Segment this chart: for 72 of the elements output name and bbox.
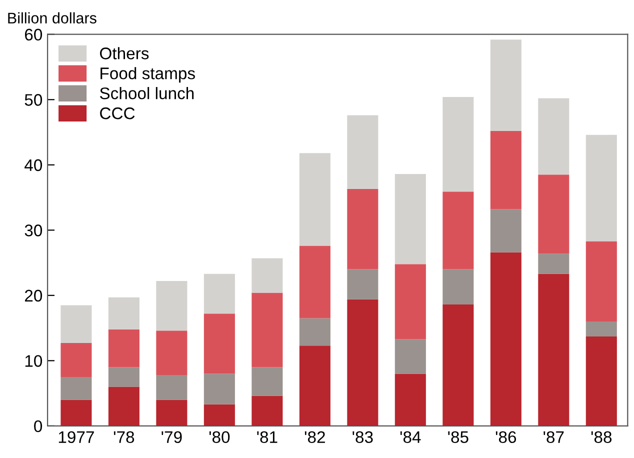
bar xyxy=(108,386,140,426)
y-tick-label: 0 xyxy=(34,420,42,432)
x-tick-label: '82 xyxy=(304,431,325,444)
x-tick-label: '78 xyxy=(114,431,134,444)
bar xyxy=(347,299,378,426)
bar xyxy=(156,375,188,400)
x-tick-label: '83 xyxy=(352,431,373,444)
y-tick-label: 10 xyxy=(25,355,42,367)
bar xyxy=(204,314,235,374)
bar xyxy=(204,274,235,314)
bar xyxy=(490,209,522,252)
bar xyxy=(442,192,474,270)
bar xyxy=(252,396,283,426)
bar xyxy=(538,98,570,175)
bar xyxy=(538,254,570,274)
bar xyxy=(60,305,92,344)
legend-label: Others xyxy=(100,47,149,60)
bar xyxy=(204,404,235,426)
y-tick-label: 30 xyxy=(24,224,42,236)
bar xyxy=(60,343,92,377)
bar xyxy=(394,174,426,264)
x-tick-label: '80 xyxy=(209,431,230,444)
bar xyxy=(586,134,617,242)
bar xyxy=(299,246,330,318)
bar xyxy=(442,97,474,192)
x-tick-label: '86 xyxy=(496,431,516,444)
x-tick-label: '79 xyxy=(162,431,182,444)
y-tick-label: 20 xyxy=(24,290,42,302)
bar xyxy=(538,174,570,254)
bar xyxy=(60,400,92,426)
x-tick-label: 1977 xyxy=(58,431,94,444)
bar xyxy=(299,153,330,246)
bar xyxy=(299,346,330,426)
bar xyxy=(299,318,330,346)
x-tick-label: '88 xyxy=(591,431,612,444)
bar xyxy=(586,336,617,426)
x-tick-label: '85 xyxy=(448,431,468,444)
y-tick-label: 40 xyxy=(24,159,42,172)
legend-label: School lunch xyxy=(100,87,194,100)
bar xyxy=(394,374,426,426)
bar xyxy=(204,374,235,404)
bar xyxy=(108,329,140,368)
x-tick-label: '87 xyxy=(544,431,564,444)
bar xyxy=(347,269,378,300)
bar xyxy=(252,367,283,396)
y-axis-title: Billion dollars xyxy=(8,12,96,24)
bar xyxy=(347,189,378,270)
bar xyxy=(586,241,617,322)
bar xyxy=(108,297,140,330)
legend-label: CCC xyxy=(100,107,135,120)
bar xyxy=(156,281,188,331)
y-tick-label: 60 xyxy=(25,28,42,41)
bar xyxy=(252,258,283,293)
bar xyxy=(490,130,522,210)
bar xyxy=(490,252,522,426)
bar xyxy=(586,322,617,337)
bar xyxy=(538,274,570,426)
bar xyxy=(156,400,188,426)
bar xyxy=(108,367,140,387)
x-tick-label: '84 xyxy=(400,431,421,444)
bar xyxy=(252,292,283,368)
legend-label: Food stamps xyxy=(100,67,195,83)
bar xyxy=(442,269,474,305)
bar xyxy=(442,304,474,426)
bar xyxy=(394,339,426,374)
bar xyxy=(394,264,426,340)
bar xyxy=(490,40,522,131)
bar xyxy=(60,376,92,400)
y-tick-label: 50 xyxy=(24,94,42,106)
x-tick-label: '81 xyxy=(257,431,278,444)
bar xyxy=(347,115,378,190)
bar xyxy=(156,330,188,376)
